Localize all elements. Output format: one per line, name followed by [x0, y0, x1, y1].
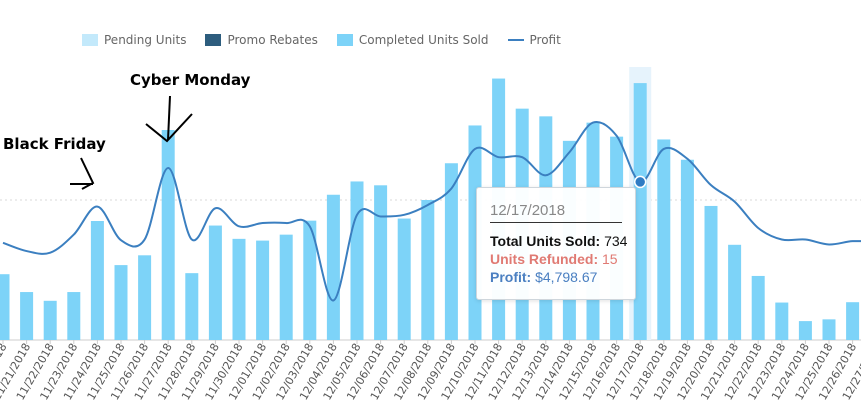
- bar-12/04/2018: [326, 194, 340, 340]
- legend-item-completed[interactable]: Completed Units Sold: [336, 33, 489, 47]
- bar-11/28/2018: [185, 273, 199, 340]
- bar-11/22/2018: [43, 300, 57, 340]
- bar-12/25/2018: [822, 319, 836, 340]
- bar-12/03/2018: [303, 220, 317, 340]
- annotation-arrows: [70, 95, 193, 190]
- tooltip-profit-row: Profit: $4,798.67: [490, 269, 623, 285]
- bar-12/21/2018: [728, 244, 742, 340]
- bar-11/30/2018: [232, 238, 246, 340]
- bar-12/22/2018: [751, 275, 765, 340]
- bar-12/23/2018: [775, 302, 789, 340]
- bar-12/06/2018: [374, 185, 388, 340]
- tooltip-profit-value: $4,798.67: [535, 269, 598, 285]
- bar-12/26/2018: [846, 302, 860, 340]
- bar-12/17/2018: [633, 83, 647, 340]
- bar-11/20/2018: [0, 274, 10, 340]
- bar-12/19/2018: [680, 159, 694, 340]
- bar-11/23/2018: [67, 292, 81, 340]
- legend-swatch-profit: [507, 39, 524, 41]
- legend: Pending Units Promo Rebates Completed Un…: [82, 33, 580, 47]
- bar-11/26/2018: [138, 255, 152, 340]
- cyber-monday-annotation: Cyber Monday: [130, 71, 251, 89]
- legend-item-promo[interactable]: Promo Rebates: [205, 33, 318, 47]
- bar-11/21/2018: [20, 292, 34, 340]
- bar-11/27/2018: [161, 130, 175, 340]
- tooltip-total-row: Total Units Sold: 734: [490, 233, 627, 249]
- x-tick-labels: 11/20/201811/21/201811/22/201811/23/2018…: [0, 340, 861, 402]
- legend-swatch-pending: [82, 34, 98, 46]
- bar-12/24/2018: [798, 321, 812, 340]
- bars: [0, 78, 860, 341]
- legend-label-completed: Completed Units Sold: [358, 33, 489, 47]
- bar-12/08/2018: [421, 200, 435, 340]
- tooltip-refund-value: 15: [602, 251, 618, 267]
- tooltip-refund-label: Units Refunded:: [490, 251, 599, 267]
- legend-swatch-completed: [336, 34, 353, 46]
- bar-11/29/2018: [208, 225, 222, 340]
- bar-12/01/2018: [256, 240, 270, 340]
- bar-11/24/2018: [90, 221, 104, 340]
- profit-line-group: [2, 120, 861, 302]
- bar-11/25/2018: [114, 265, 128, 340]
- legend-item-profit[interactable]: Profit: [507, 33, 561, 47]
- bar-12/09/2018: [444, 163, 458, 340]
- legend-label-pending: Pending Units: [104, 33, 187, 47]
- cyber-monday-arrow: [145, 95, 193, 143]
- bar-12/18/2018: [657, 139, 671, 340]
- black-friday-annotation: Black Friday: [3, 135, 106, 153]
- legend-label-profit: Profit: [529, 33, 561, 47]
- tooltip-total-label: Total Units Sold:: [490, 233, 601, 249]
- profit-line: [2, 120, 861, 302]
- profit-point-highlighted: [633, 175, 647, 189]
- black-friday-arrow: [70, 157, 95, 190]
- tooltip-profit-label: Profit:: [490, 269, 532, 285]
- bar-12/07/2018: [397, 218, 411, 340]
- bar-12/02/2018: [279, 234, 293, 340]
- legend-swatch-promo: [205, 34, 222, 46]
- legend-label-promo: Promo Rebates: [227, 33, 318, 47]
- bar-12/05/2018: [350, 181, 364, 340]
- tooltip-date: 12/17/2018: [490, 202, 622, 223]
- bar-12/20/2018: [704, 205, 718, 340]
- legend-item-pending[interactable]: Pending Units: [82, 33, 186, 47]
- tooltip-refund-row: Units Refunded: 15: [490, 251, 623, 267]
- tooltip-total-value: 734: [604, 233, 628, 249]
- tooltip: 12/17/2018 Total Units Sold: 734 Units R…: [476, 187, 636, 300]
